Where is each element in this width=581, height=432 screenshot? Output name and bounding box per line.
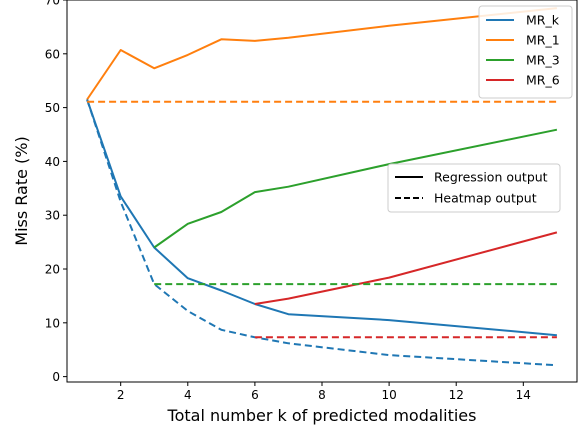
series-legend-box (478, 5, 573, 99)
y-tick-label: 30 (45, 209, 60, 223)
legend-label-heatmap: Heatmap output (434, 191, 537, 206)
series-legend: MR_k MR_1 MR_3 MR_6 (478, 5, 573, 99)
x-tick-label: 10 (381, 388, 396, 402)
y-tick-label: 40 (45, 155, 60, 169)
series-line-mr-6-regression (254, 231, 558, 305)
x-tick-label: 12 (449, 388, 464, 402)
x-axis: 2 4 6 8 10 12 14 (117, 382, 531, 402)
x-tick-label: 4 (184, 388, 192, 402)
legend-label-mr-6: MR_6 (526, 73, 560, 88)
x-tick-label: 2 (117, 388, 125, 402)
legend-label-mr-1: MR_1 (526, 33, 560, 48)
legend-label-mr-3: MR_3 (526, 53, 560, 68)
y-tick-label: 70 (45, 0, 60, 8)
legend-label-regression: Regression output (434, 170, 548, 185)
series-line-mr-k-heatmap (86, 99, 557, 367)
style-legend-box (387, 163, 561, 213)
y-tick-label: 50 (45, 101, 60, 115)
y-axis: 0 10 20 30 40 50 60 70 (45, 0, 67, 384)
x-tick-label: 14 (516, 388, 531, 402)
style-legend: Regression output Heatmap output (387, 163, 561, 213)
series-line-mr-1-regression (86, 7, 558, 101)
y-axis-label: Miss Rate (%) (12, 136, 31, 245)
x-tick-label: 6 (251, 388, 259, 402)
series-line-mr-k-regression (86, 99, 557, 337)
y-tick-label: 60 (45, 47, 60, 61)
y-tick-label: 10 (45, 316, 60, 330)
y-tick-label: 20 (45, 263, 60, 277)
x-axis-label: Total number k of predicted modalities (167, 406, 477, 425)
x-tick-label: 8 (318, 388, 326, 402)
series-layer (86, 7, 558, 367)
legend-label-mr-k: MR_k (526, 13, 560, 28)
y-tick-label: 0 (52, 370, 60, 384)
